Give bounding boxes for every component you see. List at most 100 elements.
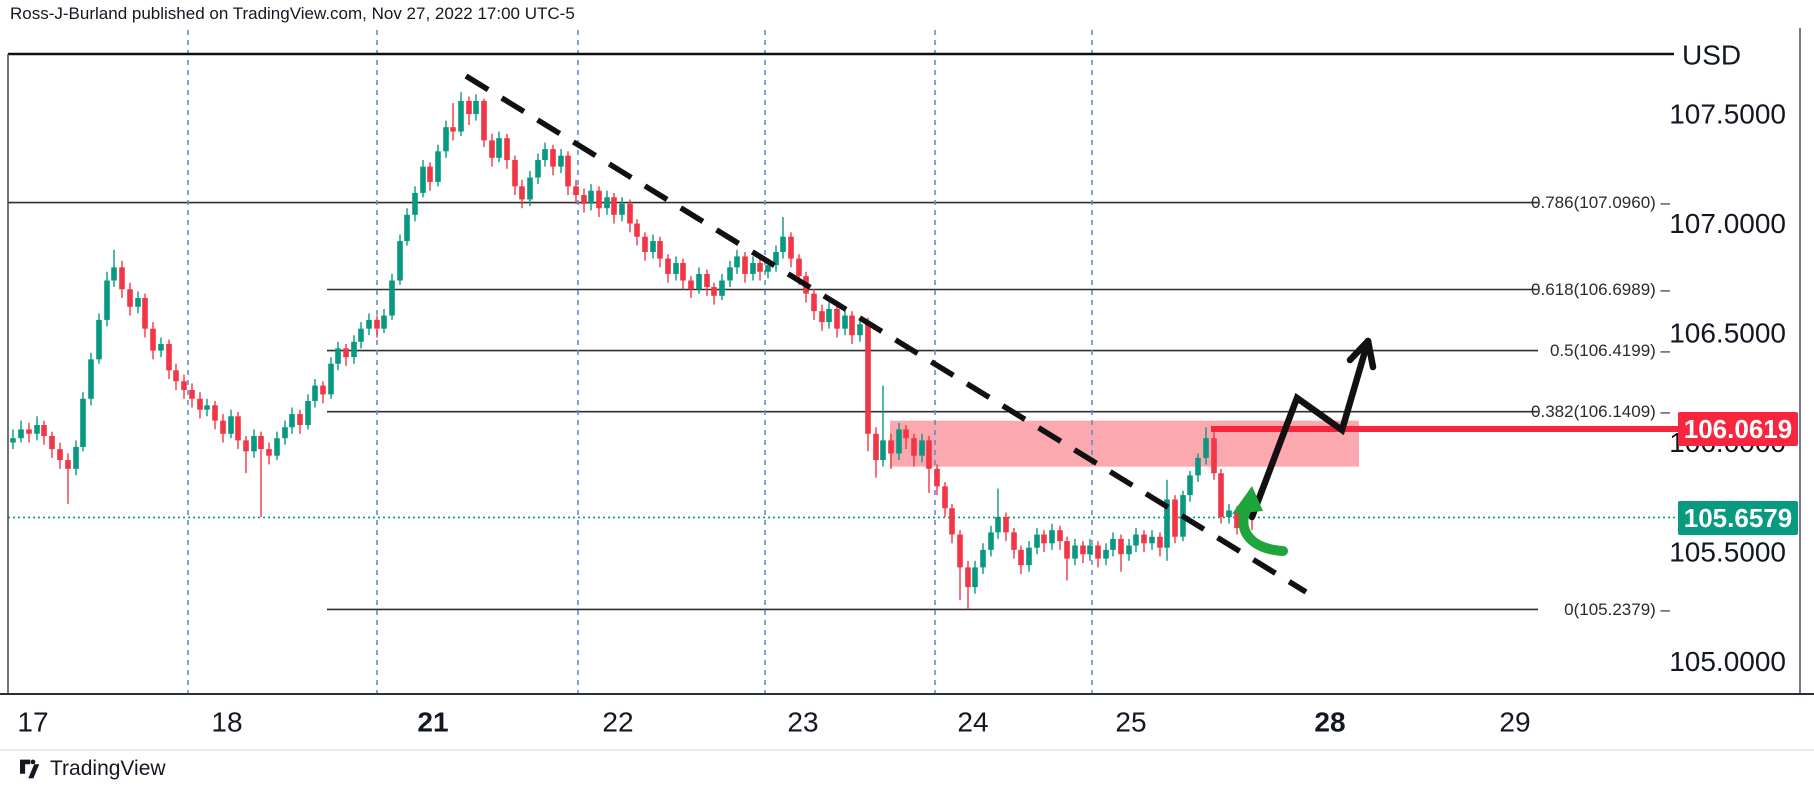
fib-level-label: 0.382(106.1409) – xyxy=(1531,402,1670,421)
time-axis-label: 17 xyxy=(17,707,48,738)
candle-body xyxy=(366,319,372,329)
candle-body xyxy=(297,414,303,426)
candle-body xyxy=(519,186,525,200)
candle-body xyxy=(627,203,633,224)
candle-body xyxy=(404,214,410,242)
candle-body xyxy=(773,252,779,266)
candle-body xyxy=(1218,473,1224,518)
candle-body xyxy=(1133,534,1139,546)
candle-body xyxy=(1157,536,1163,548)
candle-body xyxy=(204,405,210,410)
fib-level-label: 0.5(106.4199) – xyxy=(1550,341,1671,360)
candle-body xyxy=(965,567,971,588)
candle-body xyxy=(41,425,47,436)
candle-body xyxy=(18,429,24,439)
candle-body xyxy=(650,241,656,253)
candle-body xyxy=(619,203,625,215)
price-axis-label: 106.5000 xyxy=(1669,318,1786,349)
candle-body xyxy=(1049,530,1055,544)
candle-body xyxy=(934,468,940,487)
candle-body xyxy=(489,140,495,158)
price-axis-label: 107.5000 xyxy=(1669,99,1786,130)
fib-level-label: 0.786(107.0960) – xyxy=(1531,193,1670,212)
time-axis-label: 24 xyxy=(957,707,988,738)
candle-body xyxy=(680,262,686,281)
candle-body xyxy=(119,267,125,290)
candle-body xyxy=(765,265,771,272)
candle-body xyxy=(235,416,241,441)
candle-body xyxy=(104,280,110,320)
candle-body xyxy=(351,341,357,358)
candle-body xyxy=(596,190,602,209)
candle-body xyxy=(1064,541,1070,559)
candle-body xyxy=(811,293,817,312)
candle-body xyxy=(972,567,978,588)
candle-body xyxy=(1203,438,1209,458)
candle-body xyxy=(181,381,187,390)
candle-body xyxy=(335,348,341,364)
candle-body xyxy=(274,438,280,456)
candle-body xyxy=(80,398,86,447)
candle-body xyxy=(381,315,387,329)
candle-body xyxy=(251,435,257,452)
candle-body xyxy=(796,258,802,277)
downtrend-dashed-line xyxy=(464,73,1308,595)
resistance-price-badge: 106.0619 xyxy=(1678,412,1798,446)
candle-body xyxy=(34,425,40,434)
candle-body xyxy=(358,328,364,342)
last-price-badge: 105.6579 xyxy=(1678,501,1798,535)
candle-body xyxy=(780,236,786,253)
candle-body xyxy=(826,308,832,323)
candle-body xyxy=(757,262,763,272)
candle-body xyxy=(919,440,925,456)
tradingview-logo-icon xyxy=(20,759,40,779)
candle-body xyxy=(512,160,518,187)
candle-body xyxy=(481,100,487,141)
candle-body xyxy=(819,311,825,323)
candle-body xyxy=(57,449,63,461)
candle-body xyxy=(903,429,909,439)
candle-body xyxy=(435,151,441,182)
candle-body xyxy=(942,486,948,509)
candle-body xyxy=(197,398,203,410)
candle-body xyxy=(166,344,172,371)
price-axis-label: 105.0000 xyxy=(1669,646,1786,677)
candle-body xyxy=(750,262,756,274)
candle-body xyxy=(1011,532,1017,550)
candle-body xyxy=(788,236,794,259)
candle-body xyxy=(842,315,848,329)
candle-body xyxy=(466,100,472,115)
currency-label: USD xyxy=(1682,40,1741,71)
candle-body xyxy=(189,389,195,399)
candle-body xyxy=(573,186,579,196)
candle-body xyxy=(980,549,986,568)
candle-body xyxy=(558,155,564,167)
candle-body xyxy=(604,197,610,209)
candle-body xyxy=(1018,549,1024,566)
candle-body xyxy=(527,177,533,200)
candle-body xyxy=(896,429,902,454)
candle-body xyxy=(1195,457,1201,476)
candle-body xyxy=(719,280,725,296)
candle-body xyxy=(88,359,94,399)
candle-body xyxy=(1149,536,1155,544)
fib-level-label: 0(105.2379) – xyxy=(1564,600,1670,619)
tradingview-logo[interactable]: TradingView xyxy=(20,757,166,781)
candle-body xyxy=(173,370,179,382)
candle-body xyxy=(320,385,326,395)
candle-body xyxy=(1072,545,1078,559)
candle-body xyxy=(1164,499,1170,548)
candle-body xyxy=(704,273,710,288)
candle-body xyxy=(873,433,879,461)
time-axis-label: 21 xyxy=(417,707,448,738)
candle-body xyxy=(305,400,311,426)
candle-body xyxy=(312,385,318,401)
candle-body xyxy=(857,324,863,336)
projection-arrowhead xyxy=(1346,337,1377,371)
candle-body xyxy=(282,427,288,439)
candle-body xyxy=(111,267,117,281)
candle-body xyxy=(150,328,156,351)
projection-arrow xyxy=(1248,337,1372,521)
candle-body xyxy=(565,155,571,187)
